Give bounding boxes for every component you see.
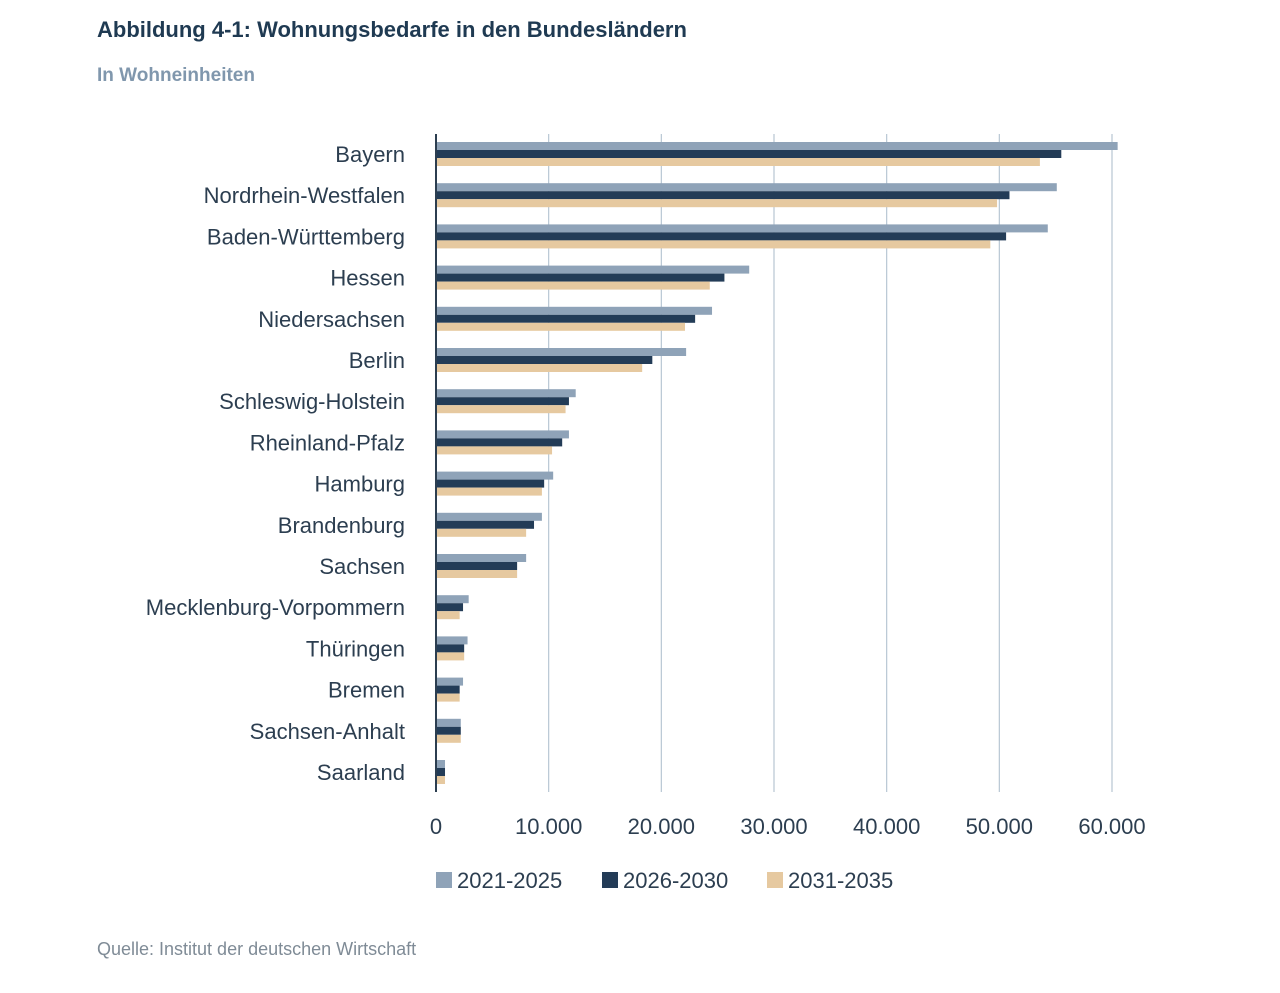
bar-2026-2030	[436, 314, 696, 323]
bar-2031-2035	[436, 199, 998, 208]
category-label: Bayern	[335, 142, 405, 167]
bar-2031-2035	[436, 158, 1040, 166]
category-label: Baden-Württemberg	[207, 224, 405, 249]
bar-2026-2030	[436, 191, 1010, 200]
legend-label: 2031-2035	[788, 868, 893, 893]
x-tick-label: 10.000	[515, 814, 582, 839]
bar-2026-2030	[436, 603, 464, 612]
bar-2021-2025	[436, 554, 527, 562]
category-label: Berlin	[349, 348, 405, 373]
bar-2026-2030	[436, 768, 446, 776]
bar-2031-2035	[436, 528, 527, 537]
category-label: Sachsen	[319, 554, 405, 579]
legend-swatch	[767, 872, 783, 888]
bar-2021-2025	[436, 512, 542, 521]
bar-2026-2030	[436, 562, 518, 570]
legend-label: 2026-2030	[623, 868, 728, 893]
x-tick-label: 30.000	[740, 814, 807, 839]
category-label: Niedersachsen	[258, 307, 405, 332]
bar-2031-2035	[436, 693, 460, 702]
source-note: Quelle: Institut der deutschen Wirtschaf…	[97, 939, 417, 959]
bar-2026-2030	[436, 479, 545, 488]
bar-2021-2025	[436, 718, 461, 727]
bar-2026-2030	[436, 520, 535, 529]
bar-2026-2030	[436, 356, 653, 364]
bar-2026-2030	[436, 685, 460, 694]
category-label: Hamburg	[315, 472, 405, 497]
chart-subtitle: In Wohneinheiten	[97, 65, 255, 86]
bar-2031-2035	[436, 570, 518, 578]
x-tick-label: 60.000	[1078, 814, 1145, 839]
bar-2026-2030	[436, 273, 725, 282]
bar-2026-2030	[436, 644, 465, 653]
bar-2031-2035	[436, 364, 643, 372]
category-label: Hessen	[330, 266, 405, 291]
category-labels: Bayern Nordrhein-Westfalen Baden-Württembe…	[146, 142, 405, 785]
bar-2021-2025	[436, 306, 713, 315]
bar-2021-2025	[436, 265, 750, 274]
bar-2021-2025	[436, 760, 446, 768]
bar-2031-2035	[436, 611, 460, 620]
category-label: Sachsen-Anhalt	[250, 719, 405, 744]
bar-2021-2025	[436, 595, 469, 604]
chart-title: Abbildung 4-1: Wohnungsbedarfe in den Bu…	[97, 17, 687, 42]
category-label: Bremen	[328, 678, 405, 703]
bar-2031-2035	[436, 322, 685, 331]
legend-swatch	[602, 872, 618, 888]
bar-2031-2035	[436, 487, 542, 496]
x-tick-label: 0	[430, 814, 442, 839]
bar-2031-2035	[436, 240, 991, 249]
category-label: Schleswig-Holstein	[219, 389, 405, 414]
legend-swatch	[436, 872, 452, 888]
tick-labels: 0 10.000 20.000 30.000 40.000 50.000 60.000	[430, 814, 1146, 839]
category-label: Brandenburg	[278, 513, 405, 538]
bar-2021-2025	[436, 636, 468, 645]
bar-2021-2025	[436, 183, 1057, 192]
bar-2021-2025	[436, 471, 554, 480]
bar-2031-2035	[436, 776, 446, 784]
bar-2026-2030	[436, 150, 1062, 158]
bar-2026-2030	[436, 438, 563, 447]
category-label: Saarland	[317, 760, 405, 785]
bar-2031-2035	[436, 281, 710, 290]
category-label: Mecklenburg-Vorpommern	[146, 595, 405, 620]
bar-2031-2035	[436, 652, 465, 661]
bar-2026-2030	[436, 397, 569, 406]
bar-2031-2035	[436, 734, 461, 743]
category-label: Nordrhein-Westfalen	[204, 183, 405, 208]
category-label: Thüringen	[306, 636, 405, 661]
gridlines	[548, 134, 1113, 792]
x-tick-label: 40.000	[853, 814, 920, 839]
category-label: Rheinland-Pfalz	[250, 430, 405, 455]
legend: 2021-2025 2026-2030 2031-2035	[436, 868, 893, 893]
bar-2031-2035	[436, 405, 566, 414]
bar-2021-2025	[436, 224, 1048, 233]
bar-2021-2025	[436, 348, 687, 356]
legend-label: 2021-2025	[457, 868, 562, 893]
bar-2021-2025	[436, 430, 569, 439]
x-tick-label: 20.000	[628, 814, 695, 839]
bar-2021-2025	[436, 677, 464, 686]
bar-2021-2025	[436, 142, 1118, 150]
bar-2026-2030	[436, 232, 1007, 241]
bar-2031-2035	[436, 446, 553, 455]
bar-2026-2030	[436, 726, 461, 735]
bars	[436, 142, 1118, 784]
bar-2021-2025	[436, 389, 576, 398]
x-tick-label: 50.000	[966, 814, 1033, 839]
